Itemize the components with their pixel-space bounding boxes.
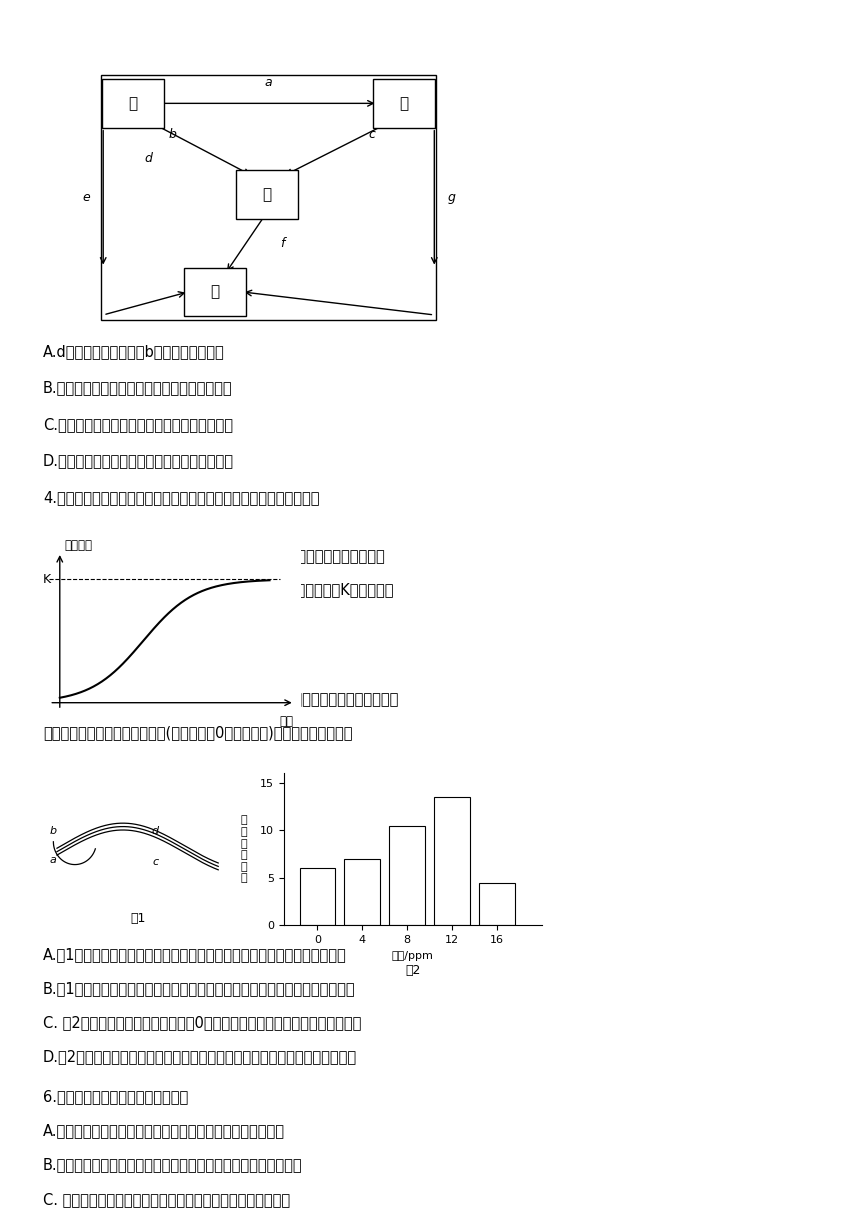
Text: 丙: 丙 bbox=[211, 285, 219, 299]
Bar bbox=[434, 798, 470, 925]
Text: A.自然保护区的功能就是接纳各地迁移的野生动物并加以保护: A.自然保护区的功能就是接纳各地迁移的野生动物并加以保护 bbox=[43, 1124, 285, 1138]
Text: a: a bbox=[265, 77, 273, 89]
Text: g: g bbox=[447, 191, 456, 204]
FancyBboxPatch shape bbox=[102, 79, 164, 128]
Bar bbox=[299, 868, 335, 925]
Text: 物溶液处理插枝条后生根的情况(其中浓度为0的是对照组)，下列说法错误的是: 物溶液处理插枝条后生根的情况(其中浓度为0的是对照组)，下列说法错误的是 bbox=[43, 725, 353, 739]
Bar bbox=[101, 75, 436, 320]
Text: d: d bbox=[144, 152, 153, 165]
Text: 时间: 时间 bbox=[280, 715, 293, 728]
Text: C.碳元素在甲、乙、丙之间以有机物的形式传递: C.碳元素在甲、乙、丙之间以有机物的形式传递 bbox=[43, 417, 233, 432]
Text: 图2: 图2 bbox=[405, 964, 421, 976]
Text: c: c bbox=[152, 856, 158, 867]
Text: d: d bbox=[152, 826, 159, 837]
Text: K: K bbox=[43, 573, 52, 586]
Text: A.d过程代表光合作用，b过程代表呼吸作用: A.d过程代表光合作用，b过程代表呼吸作用 bbox=[43, 344, 224, 359]
Text: A.图1中幼苗生长素极性运输的方向是从根尖和茎尖向根尖和茎尖以后的方向: A.图1中幼苗生长素极性运输的方向是从根尖和茎尖向根尖和茎尖以后的方向 bbox=[43, 947, 347, 962]
Text: b: b bbox=[50, 826, 57, 837]
Text: b: b bbox=[168, 128, 176, 141]
Text: 5.下图1为一株幼苗水平放置一段时间后的生长情况，图2为用一定浓度梯度的生长素类似: 5.下图1为一株幼苗水平放置一段时间后的生长情况，图2为用一定浓度梯度的生长素类… bbox=[43, 691, 399, 705]
Text: C. 就地保护就是把大批野生动物迁入动物园，水族馆进行保护: C. 就地保护就是把大批野生动物迁入动物园，水族馆进行保护 bbox=[43, 1192, 290, 1206]
Text: D.碳元素可在无机环境和生物群落之间往复运动: D.碳元素可在无机环境和生物群落之间往复运动 bbox=[43, 454, 234, 468]
Y-axis label: 不
定
根
的
数
目: 不 定 根 的 数 目 bbox=[240, 816, 247, 883]
Text: c: c bbox=[368, 128, 375, 141]
Text: 乙: 乙 bbox=[400, 96, 408, 111]
Text: f: f bbox=[280, 237, 285, 249]
FancyBboxPatch shape bbox=[184, 268, 246, 316]
Text: 图1: 图1 bbox=[130, 912, 145, 924]
Text: C. 图2所示的对照组生长素类似物为0，表明扦插枝条生根不受植物激素的影响: C. 图2所示的对照组生长素类似物为0，表明扦插枝条生根不受植物激素的影响 bbox=[43, 1015, 361, 1030]
Text: e: e bbox=[82, 191, 90, 204]
Text: 种群大小: 种群大小 bbox=[64, 539, 92, 552]
FancyBboxPatch shape bbox=[236, 170, 298, 219]
Bar bbox=[479, 883, 515, 925]
Text: B.甲所在的营养级在食物链中占有的碳元素最多: B.甲所在的营养级在食物链中占有的碳元素最多 bbox=[43, 381, 232, 395]
Text: 丁: 丁 bbox=[262, 187, 271, 202]
Text: ③不考虑迁入和迁出等因素，在K值时出生率等于死亡率④若鱼的种群达到K值时开始捕: ③不考虑迁入和迁出等因素，在K值时出生率等于死亡率④若鱼的种群达到K值时开始捕 bbox=[43, 582, 395, 597]
Text: A.①② B.①④ C.①③ D.③④: A.①② B.①④ C.①③ D.③④ bbox=[43, 651, 222, 665]
Text: B.鼓励人们进入保护区，给鸟类等野生动物提供建巢、喂食的关照: B.鼓励人们进入保护区，给鸟类等野生动物提供建巢、喂食的关照 bbox=[43, 1158, 303, 1172]
FancyBboxPatch shape bbox=[373, 79, 435, 128]
Text: a: a bbox=[50, 855, 57, 865]
Text: 4.如下图表示有限环境中某一种群增长的曲线，下列有关叙述正确的是: 4.如下图表示有限环境中某一种群增长的曲线，下列有关叙述正确的是 bbox=[43, 490, 320, 505]
Text: ①K值是环境条件所能维持的种群数量的最大值②在K值时，种群的增长率达到最大值: ①K值是环境条件所能维持的种群数量的最大值②在K值时，种群的增长率达到最大值 bbox=[43, 548, 386, 563]
Text: 6.关于生物多样性的保护，正确的是: 6.关于生物多样性的保护，正确的是 bbox=[43, 1090, 188, 1104]
Text: D.图2所示实验的结果表明，生长素类似物在促进枝条生根的作用表现为两重性: D.图2所示实验的结果表明，生长素类似物在促进枝条生根的作用表现为两重性 bbox=[43, 1049, 357, 1064]
Text: 甲: 甲 bbox=[129, 96, 138, 111]
Bar bbox=[390, 826, 425, 925]
Text: B.图1中根向地生长、茎背地生长都与生长素在向地侧和背地侧的分布不均有关: B.图1中根向地生长、茎背地生长都与生长素在向地侧和背地侧的分布不均有关 bbox=[43, 981, 356, 996]
Bar bbox=[344, 858, 380, 925]
Text: 捞，可持续获得最高产量: 捞，可持续获得最高产量 bbox=[43, 617, 139, 631]
X-axis label: 浓度/ppm: 浓度/ppm bbox=[392, 951, 433, 961]
